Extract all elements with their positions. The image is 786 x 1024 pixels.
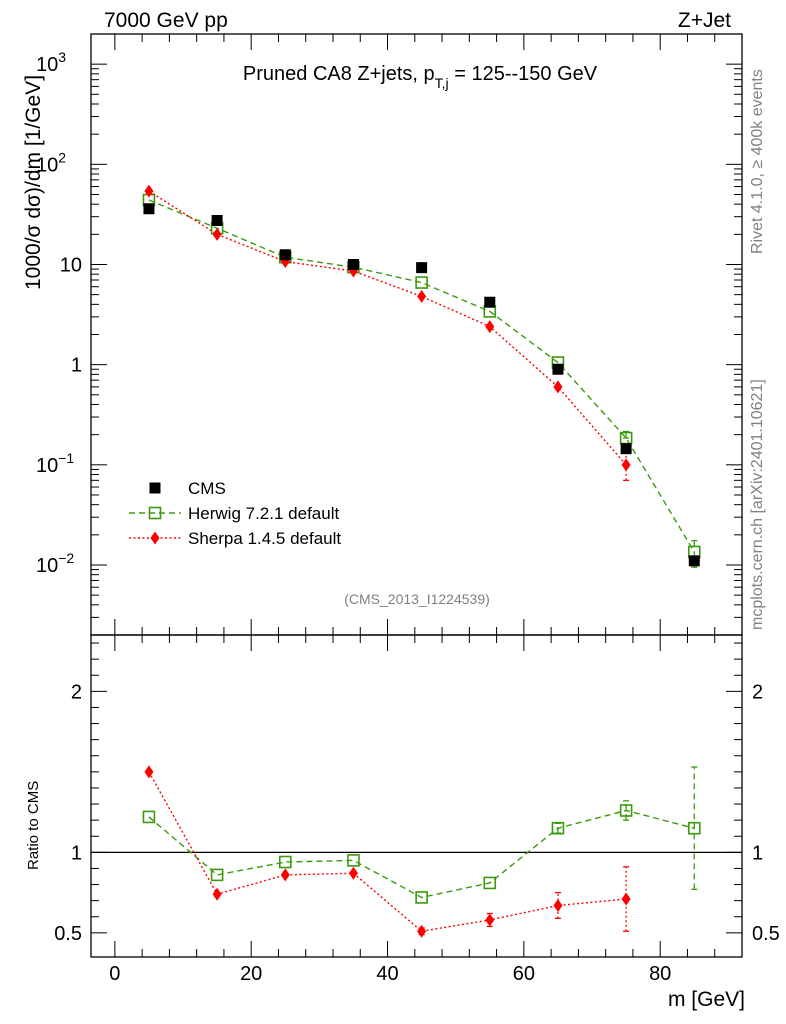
ratio-y-tick-label-right: 0.5 bbox=[752, 923, 780, 945]
main-point-sherpa bbox=[417, 289, 427, 303]
energy-label: 7000 GeV pp bbox=[104, 9, 228, 32]
x-axis-label: m [GeV] bbox=[668, 988, 745, 1011]
main-y-tick-label: 10−1 bbox=[36, 450, 74, 477]
main-y-tick-exponent: −2 bbox=[58, 550, 74, 566]
ratio-point-sherpa bbox=[485, 913, 495, 927]
main-point-sherpa bbox=[144, 184, 154, 198]
main-point-herwig bbox=[415, 276, 428, 289]
plot-title: Pruned CA8 Z+jets, pT,j = 125--150 GeV bbox=[243, 63, 598, 91]
ratio-plot-frame bbox=[90, 634, 743, 958]
ratio-y-axis-label: Ratio to CMS bbox=[25, 781, 42, 870]
ratio-y-tick-label: 2 bbox=[71, 681, 82, 703]
ratio-point-herwig bbox=[483, 876, 497, 890]
ratio-y-tick-label: 0.5 bbox=[54, 923, 82, 945]
main-y-tick-base: 10 bbox=[36, 154, 58, 176]
x-tick-label: 0 bbox=[109, 963, 120, 985]
main-point-cms bbox=[143, 203, 155, 215]
legend-marker bbox=[150, 531, 160, 545]
main-y-tick-base: 1 bbox=[71, 355, 82, 377]
ratio-point-sherpa bbox=[621, 892, 631, 906]
legend-marker bbox=[148, 506, 162, 520]
plot-title-main: Pruned CA8 Z+jets, p bbox=[243, 63, 435, 85]
main-point-cms bbox=[688, 555, 700, 567]
legend: CMS Herwig 7.2.1 default Sherpa 1.4.5 defa… bbox=[129, 479, 341, 548]
ratio-point-herwig bbox=[142, 810, 156, 824]
rivet-version-label: Rivet 4.1.0, ≥ 400k events bbox=[749, 69, 766, 254]
ratio-point-sherpa bbox=[212, 887, 222, 901]
x-tick-label: 20 bbox=[240, 963, 262, 985]
main-y-axis-label: 1000/σ dσ)/dm [1/GeV] bbox=[22, 75, 45, 290]
main-y-tick-exponent: 3 bbox=[58, 49, 66, 65]
ratio-point-herwig bbox=[347, 854, 360, 867]
ratio-point-sherpa bbox=[144, 765, 154, 779]
x-tick-label: 60 bbox=[513, 963, 535, 985]
ratio-point-sherpa bbox=[348, 866, 358, 880]
main-point-cms bbox=[620, 443, 632, 455]
main-y-tick-exponent: 2 bbox=[58, 149, 66, 165]
main-point-cms bbox=[211, 214, 223, 226]
mcplots-label: mcplots.cern.ch [arXiv:2401.10621] bbox=[749, 379, 766, 630]
ratio-point-herwig bbox=[687, 821, 701, 835]
main-y-tick-base: 10 bbox=[36, 455, 58, 477]
main-series-line bbox=[148, 190, 627, 466]
main-series-line bbox=[148, 199, 695, 553]
main-point-sherpa bbox=[212, 227, 222, 241]
main-point-sherpa bbox=[621, 458, 631, 472]
ratio-point-sherpa bbox=[553, 898, 563, 912]
main-point-cms bbox=[279, 249, 291, 261]
main-y-tick-label: 10−2 bbox=[36, 550, 74, 577]
x-tick-label: 80 bbox=[649, 963, 671, 985]
ratio-point-herwig bbox=[210, 868, 224, 882]
ratio-point-herwig bbox=[415, 891, 428, 904]
main-y-tick-base: 10 bbox=[60, 254, 82, 276]
main-point-sherpa bbox=[485, 320, 495, 334]
legend-label: CMS bbox=[188, 479, 226, 498]
main-y-tick-base: 10 bbox=[36, 54, 58, 76]
main-y-tick-base: 10 bbox=[36, 555, 58, 577]
ratio-point-sherpa bbox=[280, 868, 290, 882]
analysis-id-label: (CMS_2013_I1224539) bbox=[344, 591, 490, 607]
ratio-y-tick-label-right: 1 bbox=[752, 842, 763, 864]
legend-label: Sherpa 1.4.5 default bbox=[188, 529, 341, 548]
ratio-y-tick-label: 1 bbox=[71, 842, 82, 864]
ratio-point-herwig bbox=[278, 855, 292, 869]
ratio-point-herwig bbox=[619, 804, 633, 817]
ratio-point-herwig bbox=[551, 821, 565, 835]
process-label: Z+Jet bbox=[678, 9, 731, 32]
main-point-cms bbox=[347, 258, 359, 270]
legend-marker bbox=[149, 482, 161, 494]
main-y-tick-label: 103 bbox=[36, 49, 66, 76]
ratio-series-line bbox=[148, 771, 627, 932]
main-point-cms bbox=[484, 296, 496, 308]
main-y-tick-exponent: −1 bbox=[58, 450, 74, 466]
ratio-series-line bbox=[148, 809, 695, 899]
legend-label: Herwig 7.2.1 default bbox=[188, 504, 339, 523]
x-tick-label: 40 bbox=[376, 963, 398, 985]
main-point-cms bbox=[552, 363, 564, 375]
ratio-y-tick-label-right: 2 bbox=[752, 681, 763, 703]
plot-title-rest: = 125--150 GeV bbox=[449, 63, 598, 85]
main-y-tick-label: 1 bbox=[71, 355, 82, 377]
main-y-tick-label: 10 bbox=[60, 254, 82, 276]
ratio-plot-layer: 0 20 40 60 80 0.5 0.5 1 1 2 2 bbox=[54, 635, 780, 985]
main-point-cms bbox=[416, 262, 428, 274]
main-point-sherpa bbox=[553, 380, 563, 394]
ratio-point-sherpa bbox=[417, 924, 427, 938]
main-y-tick-label: 102 bbox=[36, 149, 66, 176]
plot-title-subscript: T,j bbox=[435, 75, 449, 91]
